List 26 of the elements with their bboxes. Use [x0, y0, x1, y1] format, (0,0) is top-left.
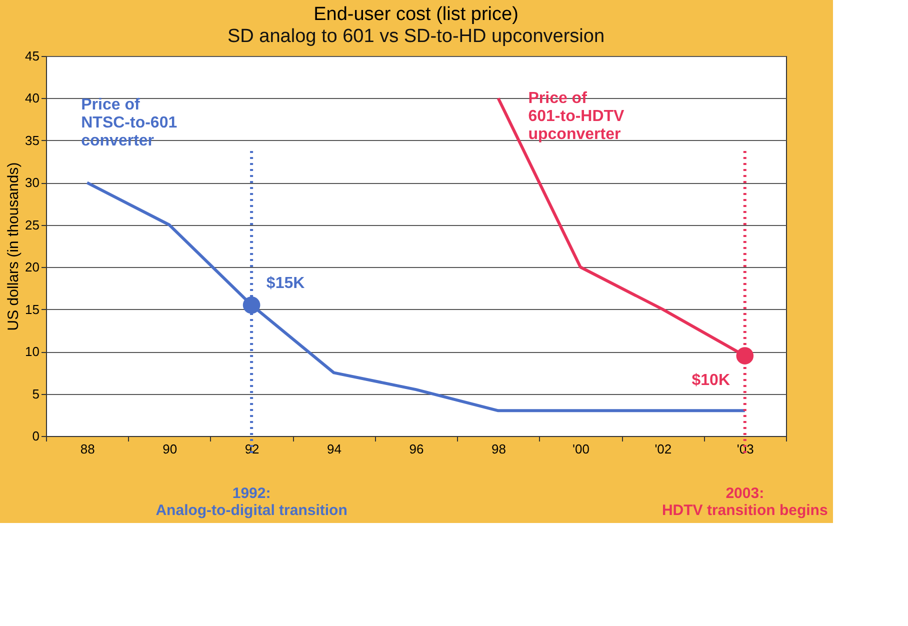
y-tick-label: 10: [25, 344, 40, 360]
x-tick-label: 98: [491, 442, 506, 456]
y-tick-label: 15: [25, 302, 40, 317]
x-tick-label: '02: [654, 442, 672, 456]
annotation: $10K: [692, 372, 730, 389]
y-tick-label: 20: [25, 260, 40, 275]
y-axis-title: US dollars (in thousands): [5, 162, 22, 331]
x-tick-label: '00: [572, 442, 590, 456]
annotation: $15K: [266, 275, 306, 292]
chart-title: End-user cost (list price): [314, 4, 518, 25]
y-tick-label: 30: [25, 175, 40, 190]
line-series: [86, 181, 746, 412]
y-tick-label: 0: [32, 428, 40, 444]
x-tick-label: 96: [409, 442, 424, 456]
y-tick-label: 45: [25, 48, 40, 64]
x-tick-label: 94: [327, 442, 342, 456]
ref-line-label: 1992: Analog-to-digital transition: [156, 485, 348, 519]
x-tick-label: 90: [162, 442, 178, 456]
chart-subtitle: SD analog to 601 vs SD-to-HD upconversion: [227, 26, 605, 47]
x-tick-label: 92: [244, 442, 260, 456]
ref-line-label: 2003: HDTV transition begins: [662, 485, 828, 519]
y-tick-label: 25: [25, 217, 40, 232]
y-tick-label: 5: [32, 386, 40, 402]
x-tick-label: 88: [80, 442, 95, 456]
y-tick-label: 35: [25, 132, 40, 148]
y-tick-label: 40: [25, 90, 40, 106]
